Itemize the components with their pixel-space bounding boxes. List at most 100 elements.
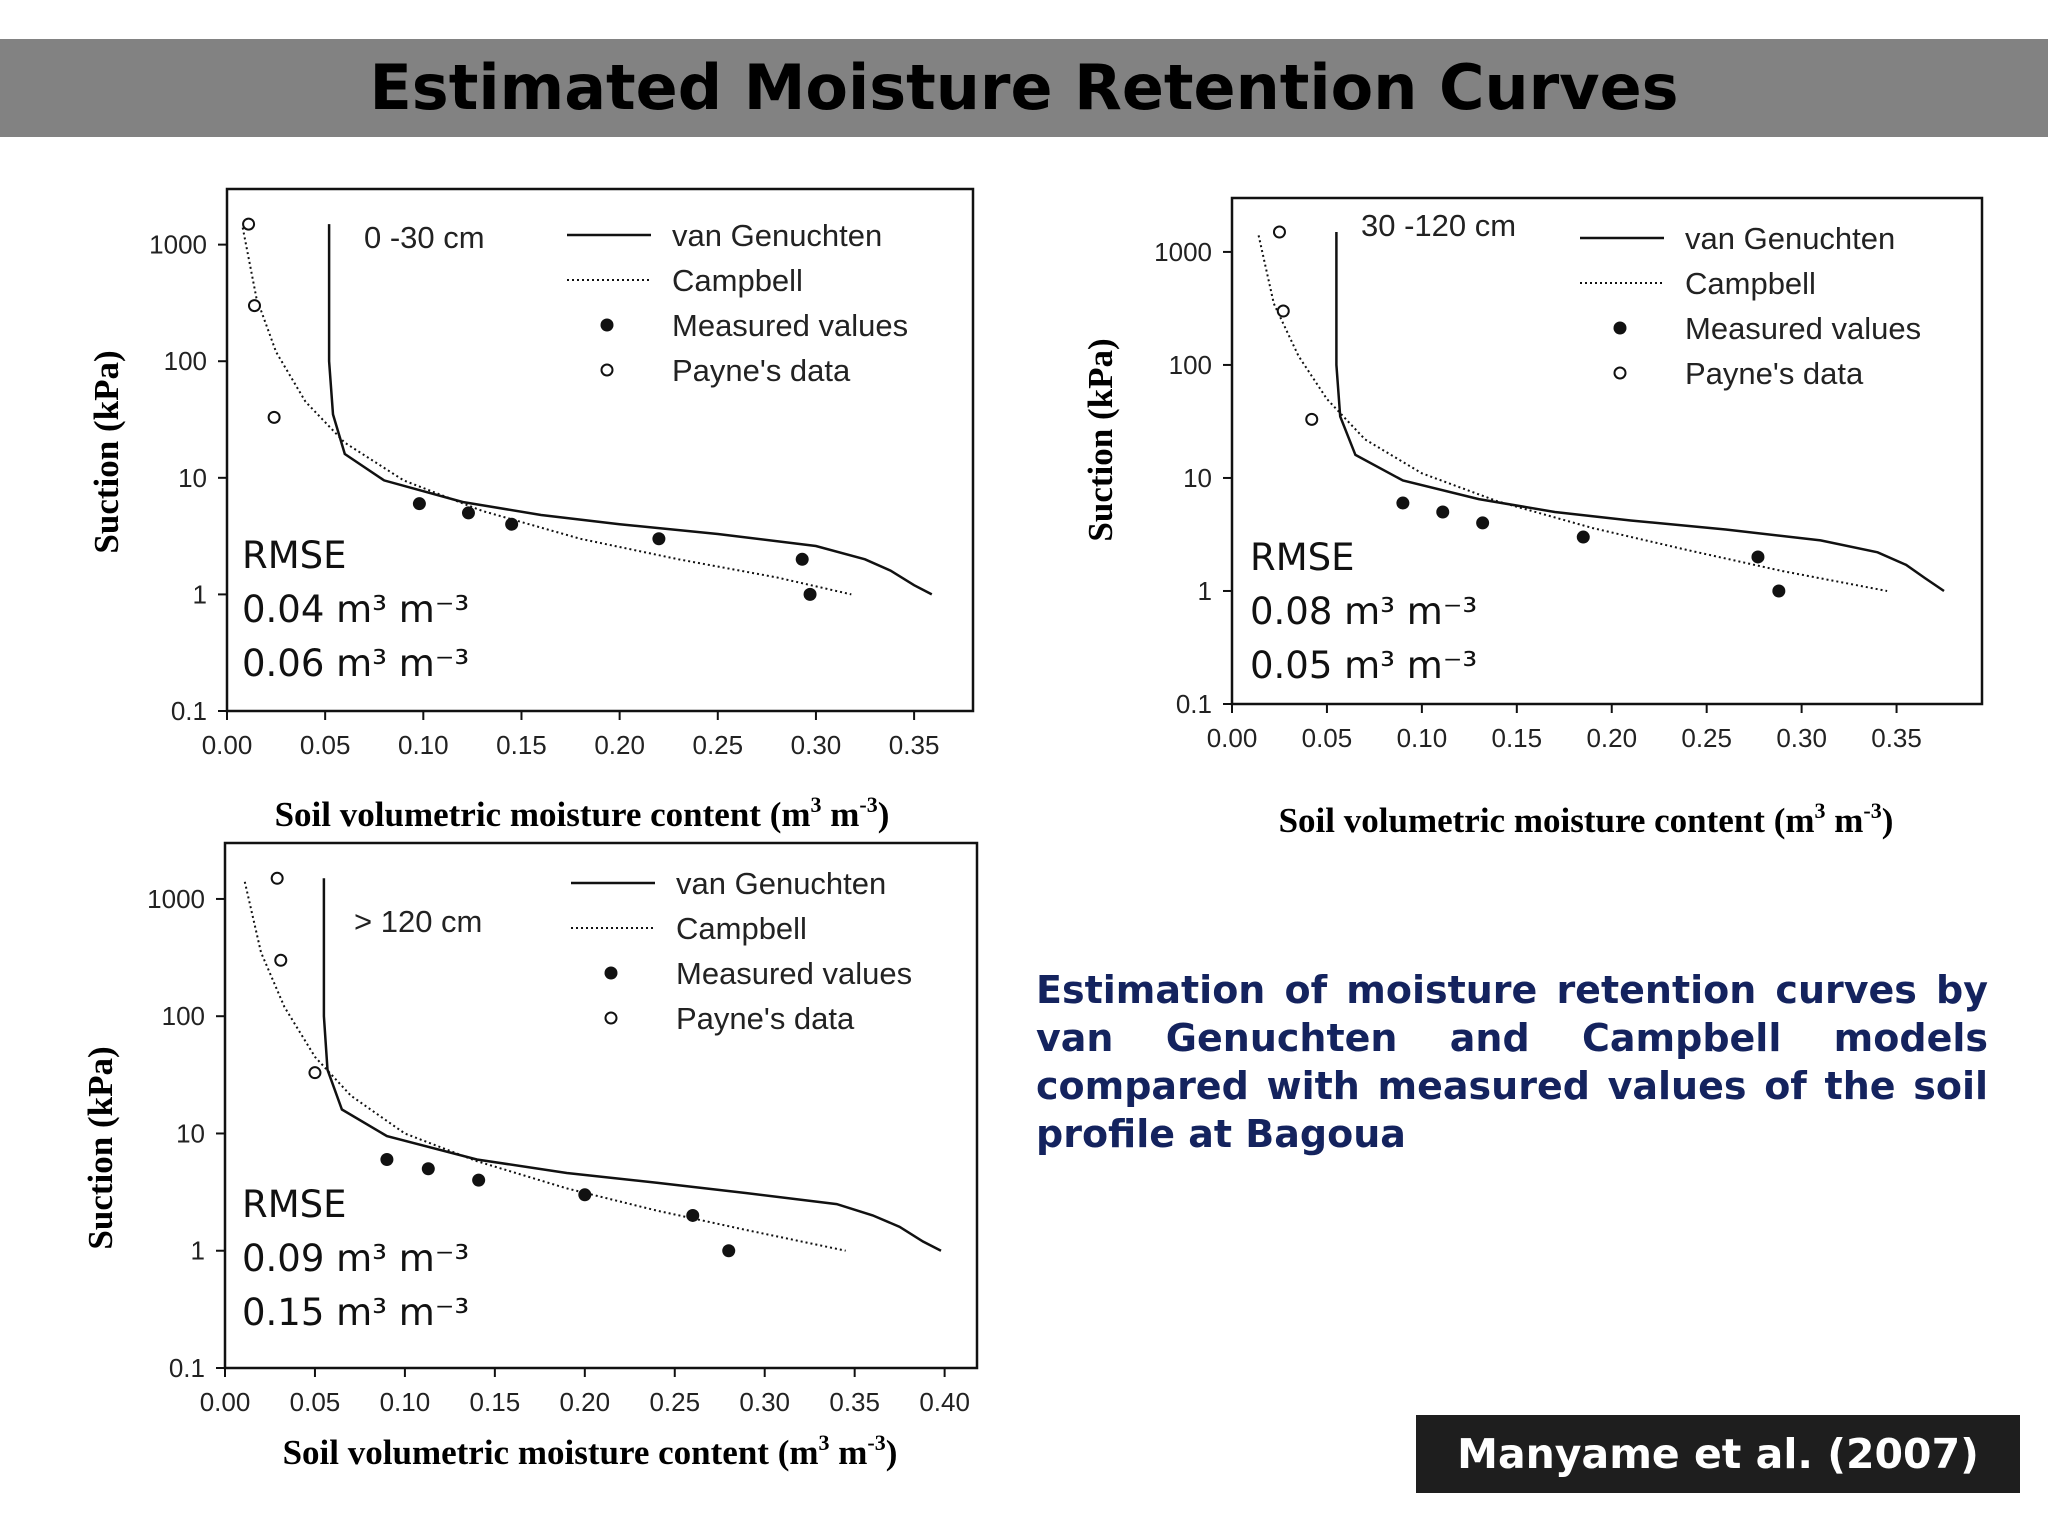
retention-chart-30-120cm: 0.00 0.05 0.10 0.15 0.20 0.25 0.30 0.35 0.1 1 10 10…	[1081, 196, 1984, 840]
y-axis-label: Suction (kPa)	[81, 1046, 120, 1249]
measured-point	[1436, 505, 1450, 519]
y-tick-label: 100	[164, 346, 207, 376]
payne-point	[308, 1066, 322, 1080]
x-tick-label: 0.20	[594, 730, 645, 760]
y-tick-label: 0.1	[1176, 689, 1212, 719]
measured-point	[1576, 530, 1590, 544]
x-tick-label: 0.25	[1681, 723, 1732, 753]
measured-point	[578, 1188, 592, 1202]
plot-frame	[223, 841, 979, 1370]
legend-swatch-filled	[1613, 321, 1627, 335]
y-tick-label: 10	[1183, 463, 1212, 493]
measured-point	[803, 587, 817, 601]
x-tick-label: 0.20	[560, 1387, 611, 1417]
y-tick-label: 1000	[1154, 237, 1212, 267]
legend-swatch-open	[1613, 366, 1627, 380]
rmse-value: 0.06 m³ m⁻³	[242, 642, 469, 685]
measured-point	[1751, 550, 1765, 564]
measured-point	[1772, 584, 1786, 598]
payne-point	[1276, 304, 1290, 318]
y-axis-label: Suction (kPa)	[87, 350, 126, 553]
x-tick-label: 0.40	[919, 1387, 970, 1417]
x-tick-label: 0.00	[1207, 723, 1258, 753]
x-tick-label: 0.05	[290, 1387, 341, 1417]
rmse-value: 0.08 m³ m⁻³	[1250, 590, 1477, 633]
x-tick-label: 0.05	[1302, 723, 1353, 753]
rmse-title: RMSE	[242, 1183, 347, 1226]
depth-label: 0 -30 cm	[364, 220, 485, 255]
legend-measured: Measured values	[676, 956, 912, 991]
measured-point	[472, 1173, 486, 1187]
rmse-title: RMSE	[242, 534, 347, 577]
retention-chart-120cm: 0.00 0.05 0.10 0.15 0.20 0.25 0.30 0.35 0.40 0.1 1…	[81, 841, 979, 1472]
payne-point	[242, 217, 256, 231]
y-tick-label: 1	[191, 1236, 205, 1266]
measured-point	[686, 1208, 700, 1222]
van-genuchten-curve	[322, 878, 942, 1252]
x-tick-label: 0.35	[829, 1387, 880, 1417]
slide-title: Estimated Moisture Retention Curves	[369, 51, 1679, 124]
x-tick-label: 0.00	[202, 730, 253, 760]
payne-point	[1272, 225, 1286, 239]
legend-campbell: Campbell	[1685, 266, 1816, 301]
payne-point	[270, 871, 284, 885]
x-tick-label: 0.15	[1492, 723, 1543, 753]
y-tick-label: 1000	[147, 884, 205, 914]
plot-area: 0.00 0.05 0.10 0.15 0.20 0.25 0.30 0.35 0.1 1 10 10…	[1154, 196, 1984, 753]
plot-frame	[225, 187, 975, 713]
rmse-value: 0.04 m³ m⁻³	[242, 588, 469, 631]
y-axis-label: Suction (kPa)	[1081, 338, 1120, 541]
x-tick-label: 0.30	[739, 1387, 790, 1417]
citation-box: Manyame et al. (2007)	[1416, 1415, 2020, 1493]
y-tick-label: 10	[176, 1118, 205, 1148]
y-tick-label: 1000	[149, 230, 207, 260]
legend-van-genuchten: van Genuchten	[676, 866, 886, 901]
plot-frame	[1230, 196, 1984, 706]
depth-label: 30 -120 cm	[1361, 208, 1516, 243]
measured-point	[421, 1162, 435, 1176]
measured-point	[1396, 496, 1410, 510]
measured-point	[380, 1152, 394, 1166]
x-axis-label: Soil volumetric moisture content (m3 m-3…	[1279, 798, 1894, 840]
x-tick-label: 0.25	[649, 1387, 700, 1417]
van-genuchten-curve	[327, 224, 933, 596]
plot-area: 0.00 0.05 0.10 0.15 0.20 0.25 0.30 0.35 0.1 1 10 10…	[149, 187, 975, 760]
legend-swatch-filled	[604, 966, 618, 980]
legend-measured: Measured values	[1685, 311, 1921, 346]
payne-point	[274, 953, 288, 967]
legend-campbell: Campbell	[676, 911, 807, 946]
y-tick-label: 0.1	[169, 1353, 205, 1383]
description-text: Estimation of moisture retention curves …	[1036, 968, 1988, 1156]
measured-point	[652, 532, 666, 546]
rmse-value: 0.05 m³ m⁻³	[1250, 644, 1477, 687]
x-tick-label: 0.35	[889, 730, 940, 760]
title-bar: Estimated Moisture Retention Curves	[0, 39, 2048, 137]
legend-swatch-open	[604, 1011, 618, 1025]
measured-point	[461, 506, 475, 520]
x-tick-label: 0.35	[1871, 723, 1922, 753]
y-tick-label: 10	[178, 463, 207, 493]
legend-swatch-open	[600, 363, 614, 377]
y-tick-label: 100	[162, 1001, 205, 1031]
y-tick-label: 100	[1169, 350, 1212, 380]
measured-point	[505, 517, 519, 531]
x-tick-label: 0.05	[300, 730, 351, 760]
y-tick-label: 1	[193, 579, 207, 609]
legend-swatch-filled	[600, 318, 614, 332]
measured-point	[1476, 516, 1490, 530]
rmse-value: 0.15 m³ m⁻³	[242, 1291, 469, 1334]
x-tick-label: 0.15	[470, 1387, 521, 1417]
y-tick-label: 1	[1198, 576, 1212, 606]
x-tick-label: 0.10	[398, 730, 449, 760]
legend-payne: Payne's data	[1685, 356, 1864, 391]
rmse-title: RMSE	[1250, 536, 1355, 579]
measured-point	[722, 1244, 736, 1258]
legend-payne: Payne's data	[672, 353, 851, 388]
retention-chart-0-30cm: 0.00 0.05 0.10 0.15 0.20 0.25 0.30 0.35 0.1 1 10 10…	[87, 187, 975, 834]
depth-label: > 120 cm	[354, 904, 482, 939]
x-tick-label: 0.10	[1397, 723, 1448, 753]
measured-point	[795, 552, 809, 566]
measured-point	[412, 497, 426, 511]
payne-point	[247, 299, 261, 313]
legend-measured: Measured values	[672, 308, 908, 343]
